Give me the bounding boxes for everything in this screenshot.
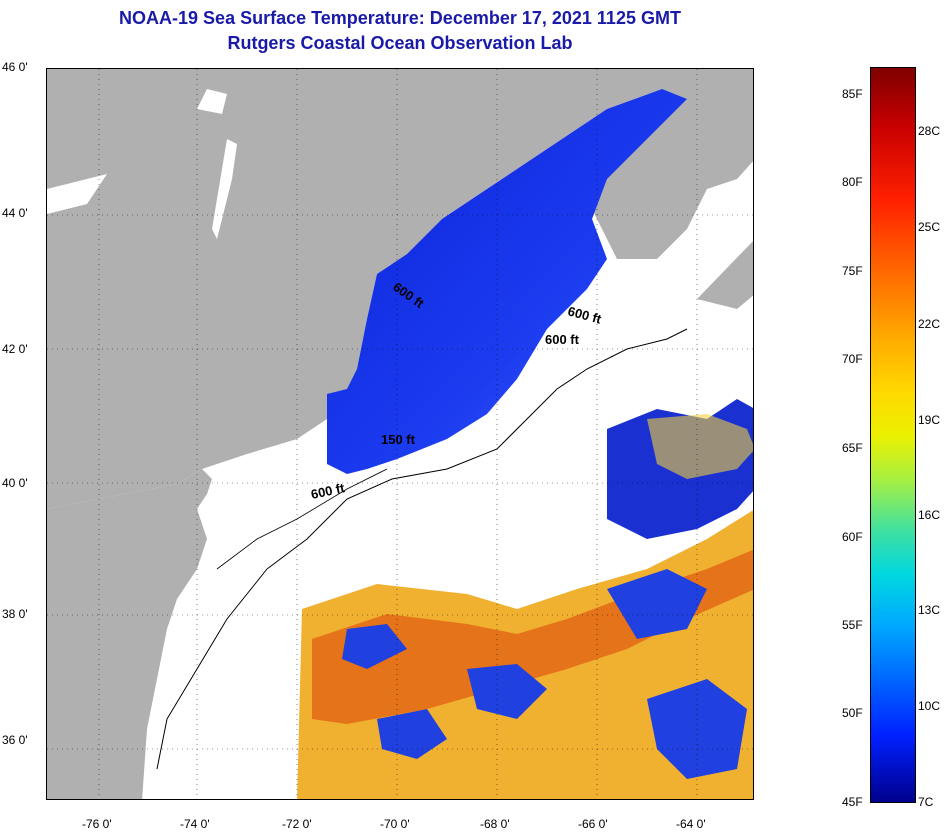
contour-label: 600 ft — [545, 332, 580, 347]
cold-water-south-2 — [467, 664, 547, 719]
colorbar-label-c: 16C — [918, 508, 941, 522]
grid-lines — [47, 69, 753, 799]
cold-water-south-5 — [377, 709, 447, 759]
colorbar-label-f: 85F — [842, 87, 863, 101]
shelf-contour — [266, 328, 688, 570]
land-nova-scotia — [697, 241, 753, 309]
lat-label: 38 0' — [2, 607, 28, 621]
sst-map-svg: 600 ft 600 ft 600 ft 150 ft 600 ft — [47, 69, 753, 799]
colorbar-label-f: 75F — [842, 264, 863, 278]
colorbar-label-c: 13C — [918, 603, 941, 617]
contour-label: 600 ft — [566, 303, 603, 326]
colorbar-label-c: 10C — [918, 699, 941, 713]
lake-patch-2 — [212, 139, 237, 239]
colorbar-label-f: 60F — [842, 530, 863, 544]
colorbar-label-f: 55F — [842, 618, 863, 632]
lon-label: -74 0' — [180, 817, 210, 831]
contour-label: 600 ft — [310, 480, 347, 502]
warm-water-east — [647, 414, 753, 479]
lon-label: -70 0' — [380, 817, 410, 831]
colorbar-label-c: 7C — [918, 795, 934, 809]
lat-label: 36 0' — [2, 733, 28, 747]
colorbar-label-f: 70F — [842, 352, 863, 366]
lat-label: 40 0' — [2, 476, 28, 490]
map-title: NOAA-19 Sea Surface Temperature: Decembe… — [119, 8, 681, 28]
sst-map: 600 ft 600 ft 600 ft 150 ft 600 ft — [46, 68, 754, 800]
map-subtitle: Rutgers Coastal Ocean Observation Lab — [227, 33, 573, 53]
lon-label: -66 0' — [578, 817, 608, 831]
lake-patch-3 — [47, 174, 107, 214]
colorbar-gradient — [871, 68, 915, 802]
lon-label: -76 0' — [82, 817, 112, 831]
colorbar-label-c: 22C — [918, 317, 941, 331]
lon-label: -68 0' — [480, 817, 510, 831]
colorbar-label-f: 80F — [842, 175, 863, 189]
cloud-east — [637, 349, 727, 404]
lat-label: 42 0' — [2, 342, 28, 356]
lat-label: 44 0' — [2, 206, 28, 220]
colorbar-label-f: 65F — [842, 441, 863, 455]
contour-label: 150 ft — [381, 432, 416, 447]
lon-label: -64 0' — [676, 817, 706, 831]
shelf-contour-inner — [216, 468, 388, 570]
colorbar-label-f: 50F — [842, 706, 863, 720]
colorbar-label-f: 45F — [842, 795, 863, 809]
gulf-of-maine-water — [327, 89, 687, 474]
lat-label: 46 0' — [2, 60, 28, 74]
temperature-colorbar — [870, 67, 916, 803]
cold-water-south-3 — [607, 569, 707, 639]
land-mid-atlantic — [47, 469, 212, 799]
cold-water-south-1 — [342, 624, 407, 669]
lon-label: -72 0' — [282, 817, 312, 831]
colorbar-label-c: 19C — [918, 413, 941, 427]
colorbar-label-c: 25C — [918, 220, 941, 234]
colorbar-label-c: 28C — [918, 124, 941, 138]
lake-patch — [197, 89, 227, 114]
